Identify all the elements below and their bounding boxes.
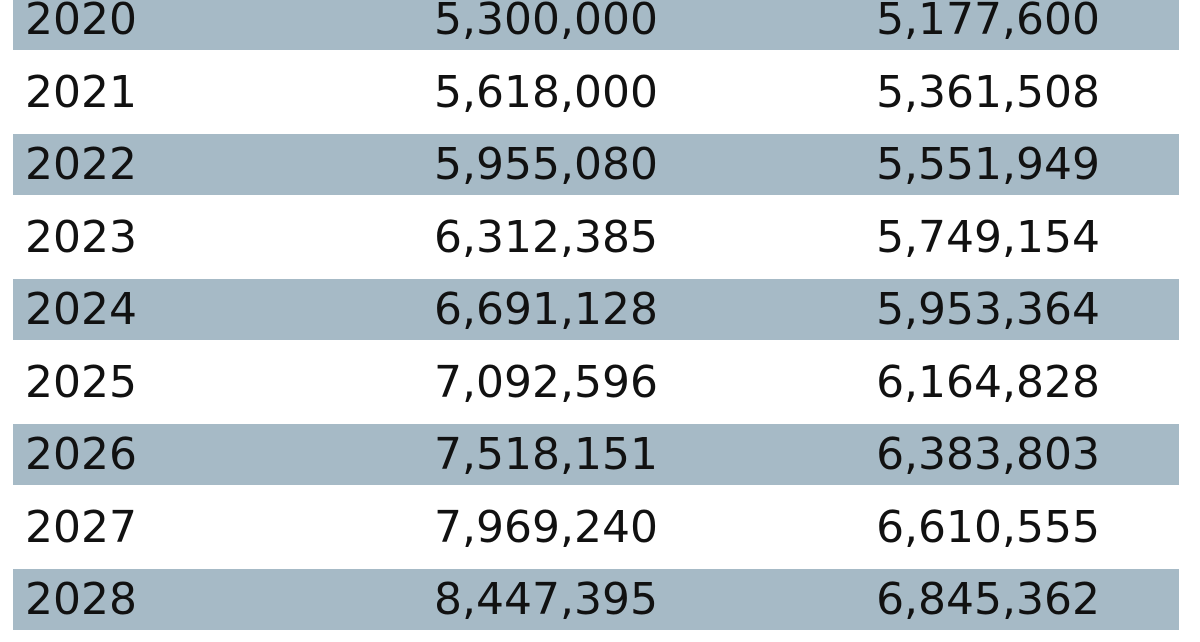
year-cell: 2021 — [25, 66, 137, 118]
year-cell: 2022 — [25, 139, 137, 190]
table-row: 2022 5,955,080 5,551,949 — [13, 134, 1179, 195]
value-a-cell: 7,518,151 — [434, 429, 658, 480]
table-row: 2024 6,691,128 5,953,364 — [13, 279, 1179, 340]
value-a-cell: 7,092,596 — [434, 356, 658, 408]
value-b-cell: 5,177,600 — [876, 0, 1100, 45]
value-b-cell: 5,361,508 — [876, 66, 1100, 118]
value-b-cell: 5,551,949 — [876, 139, 1100, 190]
table-row: 2023 6,312,385 5,749,154 — [0, 207, 1200, 268]
value-b-cell: 6,845,362 — [876, 574, 1100, 625]
table-row: 2025 7,092,596 6,164,828 — [0, 352, 1200, 413]
year-cell: 2025 — [25, 356, 137, 408]
table-row: 2026 7,518,151 6,383,803 — [13, 424, 1179, 485]
value-a-cell: 5,955,080 — [434, 139, 658, 190]
year-cell: 2024 — [25, 284, 137, 335]
value-a-cell: 6,691,128 — [434, 284, 658, 335]
table-row: 2021 5,618,000 5,361,508 — [0, 62, 1200, 123]
year-cell: 2028 — [25, 574, 137, 625]
year-cell: 2026 — [25, 429, 137, 480]
value-a-cell: 7,969,240 — [434, 501, 658, 553]
value-b-cell: 5,953,364 — [876, 284, 1100, 335]
table-row: 2020 5,300,000 5,177,600 — [13, 0, 1179, 50]
value-a-cell: 5,300,000 — [434, 0, 658, 45]
value-b-cell: 6,383,803 — [876, 429, 1100, 480]
value-a-cell: 5,618,000 — [434, 66, 658, 118]
value-a-cell: 6,312,385 — [434, 211, 658, 263]
table-row: 2027 7,969,240 6,610,555 — [0, 497, 1200, 558]
year-cell: 2027 — [25, 501, 137, 553]
table-row: 2028 8,447,395 6,845,362 — [13, 569, 1179, 630]
year-cell: 2023 — [25, 211, 137, 263]
value-a-cell: 8,447,395 — [434, 574, 658, 625]
value-b-cell: 6,164,828 — [876, 356, 1100, 408]
value-b-cell: 6,610,555 — [876, 501, 1100, 553]
value-b-cell: 5,749,154 — [876, 211, 1100, 263]
year-cell: 2020 — [25, 0, 137, 45]
